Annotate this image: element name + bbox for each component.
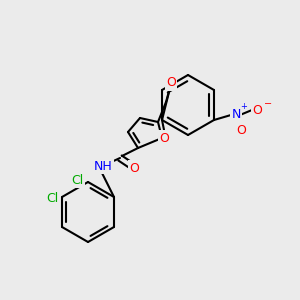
Text: O: O — [252, 103, 262, 116]
Text: O: O — [236, 124, 246, 137]
Text: Cl: Cl — [72, 173, 84, 187]
Text: O: O — [166, 76, 176, 89]
Text: N: N — [231, 109, 241, 122]
Text: −: − — [264, 99, 272, 109]
Text: O: O — [129, 161, 139, 175]
Text: NH: NH — [94, 160, 112, 172]
Text: +: + — [240, 102, 247, 111]
Text: Cl: Cl — [46, 193, 58, 206]
Text: O: O — [159, 131, 169, 145]
